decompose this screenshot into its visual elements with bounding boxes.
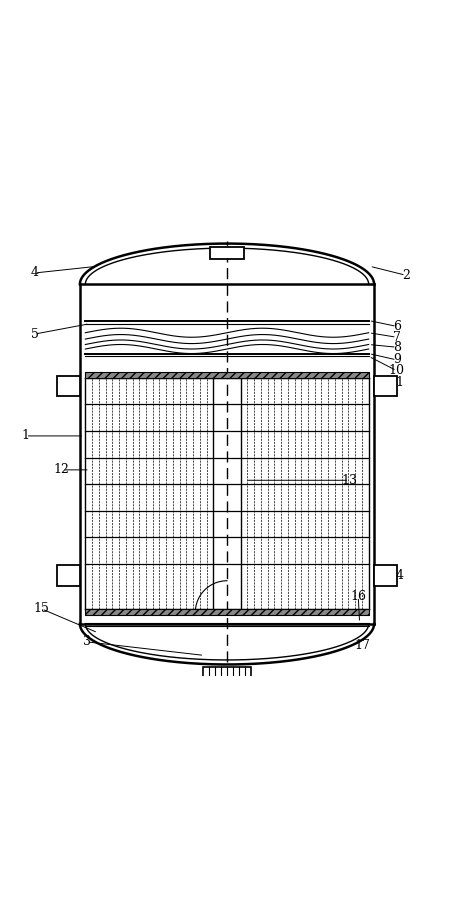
Text: 3: 3	[83, 636, 91, 648]
Bar	[208, 680, 246, 693]
Text: 9: 9	[393, 353, 401, 367]
Text: 14: 14	[389, 569, 405, 582]
Bar	[85, 371, 369, 378]
Text: 11: 11	[389, 376, 405, 389]
Text: 2: 2	[402, 269, 410, 281]
Text: 7: 7	[393, 331, 401, 343]
Bar	[374, 565, 397, 585]
Text: 15: 15	[34, 602, 49, 615]
Text: 17: 17	[355, 638, 371, 652]
Bar	[85, 609, 369, 615]
Text: 4: 4	[30, 266, 39, 280]
Text: 1: 1	[22, 430, 30, 442]
Bar	[210, 246, 244, 260]
Bar	[57, 565, 80, 585]
Text: 13: 13	[341, 474, 357, 486]
Text: 5: 5	[31, 327, 39, 341]
Text: 6: 6	[393, 320, 401, 333]
Text: 12: 12	[54, 463, 70, 476]
Text: 8: 8	[393, 341, 401, 353]
Text: 16: 16	[350, 590, 366, 603]
Bar	[374, 376, 397, 396]
Text: 10: 10	[389, 364, 405, 378]
Bar	[203, 667, 251, 680]
Bar	[57, 376, 80, 396]
